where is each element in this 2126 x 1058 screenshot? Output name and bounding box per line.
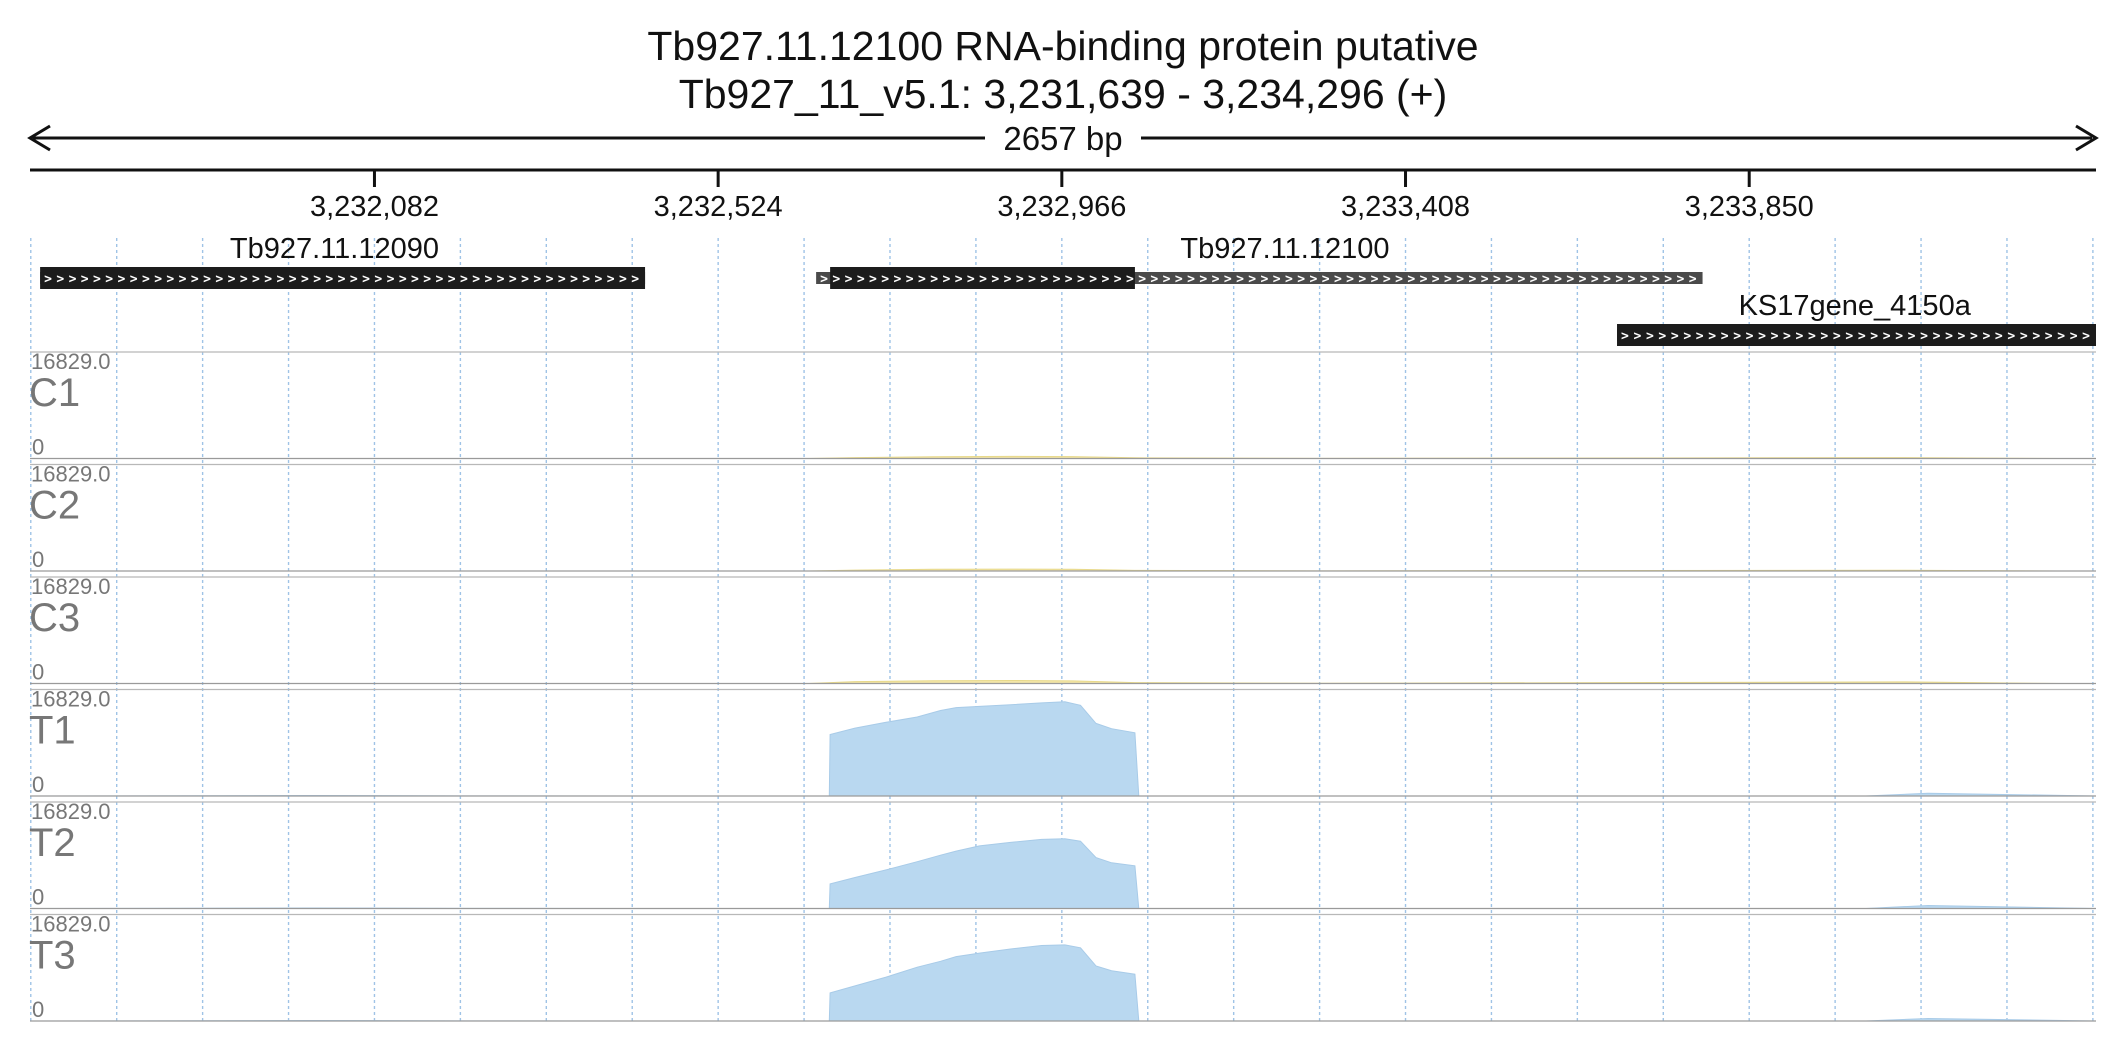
coverage-track: 16829.0T2 0: [29, 799, 2097, 910]
span-label-bg: [985, 118, 1141, 158]
track-ymax-label: 16829.0: [31, 687, 111, 712]
coverage-area: [29, 701, 2097, 797]
coverage-track: 16829.0C3 0: [29, 574, 2096, 685]
span-ruler: 2657 bp: [27, 118, 2099, 158]
coordinate-axis: 3,232,082 3,232,524 3,232,966 3,233,408 3,23…: [30, 168, 2096, 223]
tick-label: 3,232,966: [997, 191, 1126, 223]
track-name: C1: [29, 371, 80, 415]
track-name: T2: [29, 821, 76, 865]
gene-cds: [40, 267, 646, 289]
track-ymin-label: 0: [32, 435, 44, 460]
coverage-track: 16829.0C2 0: [29, 462, 2096, 572]
coverage-area: [29, 838, 2097, 910]
track-name: T1: [29, 709, 76, 753]
track-ymin-label: 0: [32, 772, 44, 797]
grid-lines: [30, 238, 2094, 1022]
track-ymax-label: 16829.0: [31, 574, 111, 599]
track-ymin-label: 0: [32, 660, 44, 685]
track-ymax-label: 16829.0: [31, 799, 111, 824]
track-name: T3: [29, 934, 76, 978]
tick-label: 3,232,082: [310, 191, 439, 223]
gene-feature: >>>>>>>>>>>>>>>>>>>>>>>>>>>>>>>>>>>>>>KS…: [1617, 290, 2096, 346]
coverage-track: 16829.0T1 0: [29, 687, 2097, 797]
axis-ticks: 3,232,082 3,232,524 3,232,966 3,233,408 3,23…: [310, 170, 1814, 223]
span-label: 2657 bp: [1003, 120, 1122, 157]
coverage-track: 16829.0C1 0: [29, 349, 2096, 460]
tick-label: 3,232,524: [654, 191, 783, 223]
strand-arrows: >>>>>>>>>>>>>>>>>>>>>>>>>>>>>>>>>>>>>>>>…: [44, 272, 639, 287]
gene-label: Tb927.11.12100: [1180, 233, 1389, 265]
track-ymax-label: 16829.0: [31, 462, 111, 487]
left-arrow-icon: [27, 124, 51, 152]
gene-cds: [1617, 324, 2096, 346]
gene-cds: [830, 267, 1135, 289]
gene-feature: >>>>>>>>>>>>>>>>>>>>>>>>>>>>>>>>>>>>>>>>…: [40, 233, 646, 289]
track-name: C2: [29, 484, 80, 528]
gene-track: >>>>>>>>>>>>>>>>>>>>>>>>>>>>>>>>>>>>>>>>…: [40, 233, 2096, 346]
gene-label: KS17gene_4150a: [1739, 290, 1972, 322]
track-ymax-label: 16829.0: [31, 912, 111, 937]
tick-label: 3,233,408: [1341, 191, 1470, 223]
track-ymin-label: 0: [32, 547, 44, 572]
gene-label: Tb927.11.12090: [230, 233, 439, 265]
coverage-area: [29, 944, 2097, 1022]
track-ymax-label: 16829.0: [31, 349, 111, 374]
coverage-tracks: 16829.0C1016829.0C2016829.0C3016829.0T10…: [29, 349, 2097, 1022]
coverage-track: 16829.0T3 0: [29, 912, 2097, 1022]
figure-title: Tb927.11.12100 RNA-binding protein putat…: [647, 23, 1478, 69]
track-ymin-label: 0: [32, 997, 44, 1022]
track-ymin-label: 0: [32, 885, 44, 910]
gene-feature: >>>>>>>>>>>>>>>>>>>>>>>>>>>>>>>>>>>>>>>>…: [816, 233, 1703, 289]
genomic-location: Tb927_11_v5.1: 3,231,639 - 3,234,296 (+): [679, 71, 1448, 117]
track-name: C3: [29, 596, 80, 640]
tick-label: 3,233,850: [1685, 191, 1814, 223]
right-arrow-icon: [2075, 124, 2099, 152]
